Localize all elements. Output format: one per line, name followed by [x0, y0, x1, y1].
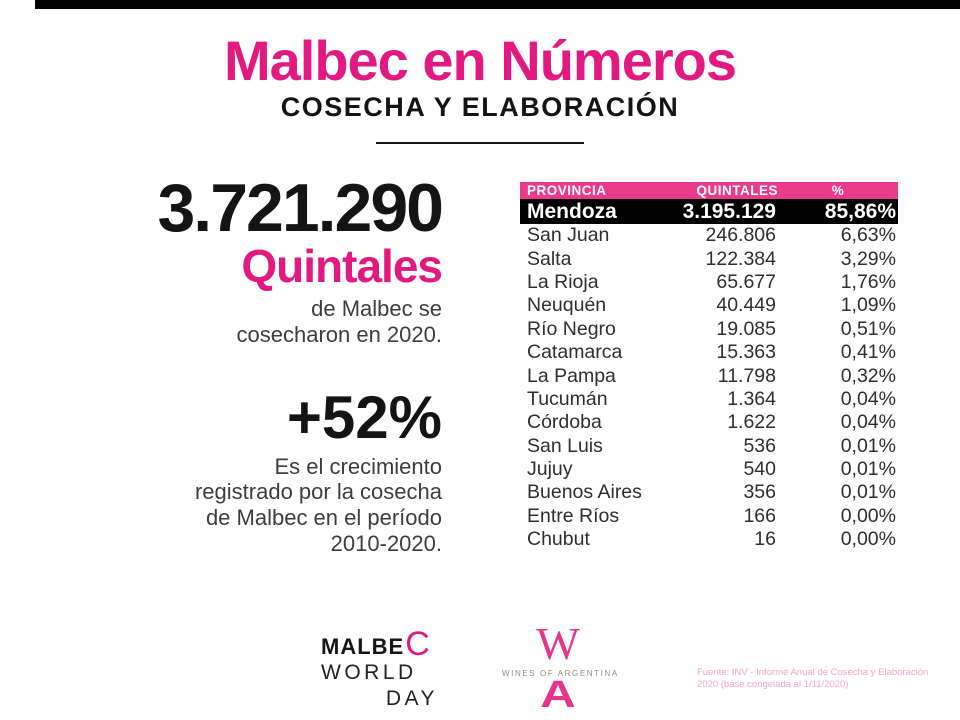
header: Malbec en Números COSECHA Y ELABORACIÓN — [0, 33, 960, 144]
cell-percent: 3,29% — [840, 247, 896, 270]
cell-provincia: Córdoba — [527, 411, 602, 434]
cell-quintales: 15.363 — [716, 341, 776, 364]
cell-quintales: 40.449 — [716, 294, 776, 317]
cell-provincia: Neuquén — [527, 294, 607, 317]
mwd-day-text: DAY — [385, 686, 438, 710]
table-header-percent: % — [831, 183, 845, 198]
cell-quintales: 16 — [754, 528, 776, 551]
table-row: Córdoba 1.622 0,04% — [520, 411, 898, 434]
growth-percentage-value: +52% — [286, 383, 442, 451]
harvest-description-line: cosecharon en 2020. — [236, 321, 443, 347]
harvest-description-line: de Malbec se — [311, 295, 442, 321]
cell-provincia: Río Negro — [527, 317, 616, 340]
cell-quintales: 540 — [743, 458, 776, 481]
cell-quintales: 65.677 — [716, 270, 776, 293]
cell-provincia: Chubut — [527, 528, 590, 551]
malbec-world-day-logo: MALBE C WORLD DAY — [321, 625, 441, 710]
province-table: PROVINCIA QUINTALES % Mendoza 3.195.129 … — [520, 182, 898, 551]
cell-percent: 0,04% — [840, 387, 896, 410]
mwd-malbe-text: MALBE — [321, 634, 405, 659]
cell-quintales: 3.195.129 — [682, 199, 776, 223]
mwd-world-text: WORLD — [321, 660, 417, 684]
table-header-quintales: QUINTALES — [696, 183, 778, 198]
cell-quintales: 356 — [743, 481, 776, 504]
cell-provincia: San Juan — [527, 224, 610, 247]
growth-description-line: 2010-2020. — [330, 531, 442, 557]
cell-quintales: 1.364 — [727, 387, 776, 410]
mwd-c-letter: C — [405, 625, 430, 663]
table-row: Entre Ríos 166 0,00% — [520, 505, 898, 528]
page-title: Malbec en Números — [223, 29, 737, 92]
table-row-highlight-mendoza: Mendoza 3.195.129 85,86% — [520, 199, 898, 224]
cell-provincia: Tucumán — [527, 387, 608, 410]
wofa-a-monogram-icon: A — [540, 673, 576, 716]
cell-quintales: 122.384 — [705, 247, 777, 270]
cell-percent: 6,63% — [840, 224, 896, 247]
table-row: San Juan 246.806 6,63% — [520, 224, 898, 247]
growth-description-line: de Malbec en el período — [205, 505, 442, 531]
cell-provincia: Mendoza — [527, 199, 617, 223]
harvest-total-value: 3.721.290 — [157, 170, 444, 246]
table-row: Salta 122.384 3,29% — [520, 247, 898, 270]
growth-description: Es el crecimiento registrado por la cose… — [50, 454, 442, 558]
source-note-line2: 2020 (base congelada al 1/11/2020) — [697, 679, 849, 691]
page-subtitle: COSECHA Y ELABORACIÓN — [280, 92, 680, 122]
cell-provincia: La Rioja — [527, 270, 599, 293]
table-row: Catamarca 15.363 0,41% — [520, 341, 898, 364]
cell-quintales: 166 — [743, 504, 776, 527]
harvest-description: de Malbec se cosecharon en 2020. — [50, 295, 443, 348]
table-row: La Pampa 11.798 0,32% — [520, 364, 898, 387]
table-row: Neuquén 40.449 1,09% — [520, 294, 898, 317]
cell-percent: 85,86% — [824, 199, 896, 223]
cell-percent: 0,00% — [840, 504, 896, 527]
cell-percent: 1,76% — [840, 270, 896, 293]
cell-provincia: Catamarca — [527, 341, 623, 364]
cell-percent: 0,32% — [840, 364, 896, 387]
cell-percent: 0,01% — [840, 458, 896, 481]
cell-percent: 0,04% — [840, 411, 896, 434]
cell-percent: 1,09% — [840, 294, 896, 317]
cell-percent: 0,01% — [840, 481, 896, 504]
cell-provincia: Salta — [527, 247, 572, 270]
table-body: San Juan 246.806 6,63% Salta 122.384 3,2… — [520, 224, 898, 551]
source-note: Fuente: INV - Informe Anual de Cosecha y… — [697, 667, 947, 692]
growth-description-line: Es el crecimiento — [274, 453, 442, 479]
growth-description-line: registrado por la cosecha — [194, 479, 442, 505]
mwd-logo-line1: MALBE C — [321, 625, 441, 663]
cell-percent: 0,00% — [840, 528, 896, 551]
cell-quintales: 19.085 — [716, 317, 776, 340]
source-note-line1: Fuente: INV - Informe Anual de Cosecha y… — [697, 667, 929, 678]
table-row: La Rioja 65.677 1,76% — [520, 271, 898, 294]
cell-provincia: Buenos Aires — [527, 481, 642, 504]
table-row: Buenos Aires 356 0,01% — [520, 481, 898, 504]
wofa-wordmark: WINES OF ARGENTINA — [502, 668, 619, 679]
cell-quintales: 536 — [743, 434, 776, 457]
cell-percent: 0,01% — [840, 434, 896, 457]
cell-quintales: 246.806 — [705, 224, 777, 247]
top-decorative-bar — [35, 0, 960, 9]
table-header-row: PROVINCIA QUINTALES % — [520, 182, 898, 199]
cell-quintales: 1.622 — [727, 411, 776, 434]
harvest-unit-label: Quintales — [241, 239, 443, 292]
table-row: Río Negro 19.085 0,51% — [520, 318, 898, 341]
table-row: San Luis 536 0,01% — [520, 435, 898, 458]
title-divider — [376, 142, 584, 144]
table-row: Jujuy 540 0,01% — [520, 458, 898, 481]
cell-provincia: La Pampa — [527, 364, 616, 387]
cell-percent: 0,51% — [840, 317, 896, 340]
table-row: Tucumán 1.364 0,04% — [520, 388, 898, 411]
stats-column: 3.721.290 Quintales de Malbec se cosecha… — [50, 170, 444, 558]
cell-provincia: San Luis — [527, 434, 603, 457]
table-header-provincia: PROVINCIA — [527, 183, 607, 198]
wofa-w-monogram-icon: W — [536, 618, 580, 669]
cell-provincia: Entre Ríos — [527, 504, 620, 527]
cell-provincia: Jujuy — [527, 458, 573, 481]
cell-quintales: 11.798 — [717, 364, 776, 387]
cell-percent: 0,41% — [840, 341, 896, 364]
table-row: Chubut 16 0,00% — [520, 528, 898, 551]
wines-of-argentina-logo: W WINES OF ARGENTINA A — [502, 618, 619, 714]
